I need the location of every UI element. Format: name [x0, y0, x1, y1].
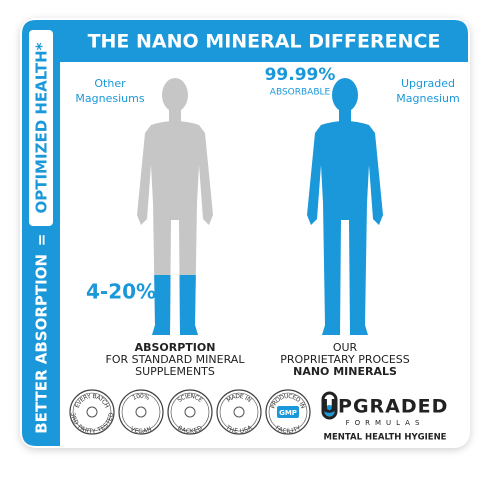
- left-label: Magnesiums: [75, 92, 144, 105]
- badge-top: MADE IN: [225, 392, 253, 403]
- badge-inner: [268, 392, 308, 432]
- badge-ring: [167, 389, 213, 435]
- title: THE NANO MINERAL DIFFERENCE: [88, 31, 441, 53]
- right-caption: NANO MINERALS: [293, 365, 397, 378]
- badge-icon: [86, 406, 98, 418]
- badge-ring: [216, 389, 262, 435]
- left-label: Other: [94, 77, 126, 90]
- title-bar: [60, 20, 468, 62]
- badge-bottom: FACILITY: [274, 424, 302, 435]
- badge-ring: [69, 389, 115, 435]
- badge-top: SCIENCE: [176, 392, 204, 403]
- badge-icon: [233, 406, 245, 418]
- left-caption: ABSORPTION: [135, 341, 216, 354]
- badge-icon: [135, 406, 147, 418]
- right-stat: 99.99%: [265, 65, 336, 85]
- right-label: Upgraded: [401, 77, 455, 90]
- badge-inner: [72, 392, 112, 432]
- brand-sub: FORMULAS: [346, 419, 425, 427]
- right-caption: OUR: [333, 341, 358, 354]
- badge-inner: [170, 392, 210, 432]
- badge-ring: [118, 389, 164, 435]
- brand-name: UPGRADED: [322, 396, 449, 418]
- sidebar-right: OPTIMIZED HEALTH*: [33, 42, 51, 213]
- sidebar-equals: =: [33, 234, 51, 247]
- left-caption: FOR STANDARD MINERAL: [106, 353, 246, 366]
- sidebar-left: BETTER ABSORPTION: [33, 254, 51, 434]
- sidebar-box: [29, 30, 53, 226]
- right-label: Magnesium: [396, 92, 459, 105]
- brand: UPGRADED FORMULAS MENTAL HEALTH HYGIENE: [321, 391, 449, 443]
- badge-inner: [121, 392, 161, 432]
- brand-tagline: MENTAL HEALTH HYGIENE: [324, 433, 447, 443]
- badge-icon: [184, 406, 196, 418]
- badge-bottom: VEGAN: [129, 425, 152, 434]
- badge-mid-box: [277, 406, 299, 418]
- badge-bottom: THE USA: [224, 423, 254, 434]
- sidebar-text: BETTER ABSORPTION = OPTIMIZED HEALTH*: [29, 30, 53, 434]
- badge-middle: GMP: [279, 409, 297, 417]
- badge-inner: [219, 392, 259, 432]
- badge-bottom: BACKED: [177, 424, 204, 435]
- left-caption: SUPPLEMENTS: [135, 365, 215, 378]
- badge-top: 100%: [131, 392, 151, 401]
- right-stat-note: ABSORBABLE: [270, 88, 331, 98]
- left-stat: 4-20%: [86, 280, 156, 304]
- right-caption: PROPRIETARY PROCESS: [280, 353, 409, 366]
